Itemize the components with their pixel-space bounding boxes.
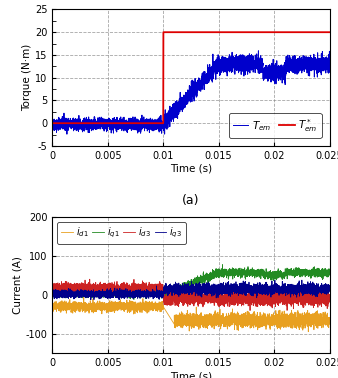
$T_{em}$ [217, 62, 221, 67]
Line: $i_{q3}$: $i_{q3}$ [52, 280, 330, 300]
$i_{q1}$ [220, 262, 224, 267]
$T_{em}$ [279, 64, 283, 68]
$T^*_{em}$ [278, 30, 282, 34]
$T^*_{em}$ [257, 30, 261, 34]
$i_{q3}$ [217, 293, 221, 297]
$T^*_{em}$ [101, 121, 105, 125]
$i_{d3}$ [88, 277, 92, 282]
$T^*_{em}$ [217, 30, 221, 34]
$i_{d3}$ [50, 282, 54, 286]
$T^*_{em}$ [328, 30, 332, 34]
$i_{q1}$ [328, 270, 332, 275]
Y-axis label: Torque (N·m): Torque (N·m) [22, 44, 32, 112]
$i_{q3}$ [101, 293, 105, 297]
Line: $i_{d3}$: $i_{d3}$ [52, 279, 330, 310]
Text: (a): (a) [182, 194, 200, 207]
$i_{d1}$ [82, 295, 86, 300]
$i_{d1}$ [156, 305, 160, 310]
$i_{d1}$ [50, 301, 54, 305]
$i_{q3}$ [300, 278, 304, 282]
$i_{q1}$ [279, 272, 283, 276]
$i_{d1}$ [101, 305, 105, 310]
$T_{em}$ [156, 116, 160, 120]
$T_{em}$ [257, 48, 261, 53]
$i_{q3}$ [156, 293, 160, 297]
$T^*_{em}$ [50, 121, 54, 125]
$T_{em}$ [50, 121, 54, 125]
$i_{d3}$ [101, 285, 105, 290]
Legend: $T_{em}$, $T^*_{em}$: $T_{em}$, $T^*_{em}$ [229, 113, 321, 138]
$i_{d3}$ [248, 308, 252, 313]
$i_{q1}$ [217, 271, 221, 275]
$i_{d1}$ [328, 317, 332, 322]
$i_{q3}$ [278, 285, 282, 290]
$i_{q1}$ [231, 277, 235, 281]
$i_{d1}$ [257, 319, 261, 324]
Line: $T_{em}$: $T_{em}$ [52, 51, 330, 134]
$T_{em}$ [101, 116, 105, 121]
$T^*_{em}$ [156, 121, 160, 125]
$i_{d3}$ [217, 297, 221, 302]
$T^*_{em}$ [161, 30, 165, 34]
$i_{q3}$ [231, 287, 235, 292]
X-axis label: Time (s): Time (s) [170, 164, 212, 174]
$T_{em}$ [257, 70, 261, 74]
$i_{q1}$ [101, 292, 105, 297]
$i_{d1}$ [231, 321, 235, 325]
$i_{q3}$ [257, 287, 261, 291]
$i_{q1}$ [156, 293, 160, 297]
$i_{d1}$ [306, 330, 310, 334]
Y-axis label: Current (A): Current (A) [13, 256, 23, 314]
$i_{d1}$ [278, 321, 282, 325]
Line: $T^*_{em}$: $T^*_{em}$ [52, 32, 330, 123]
$i_{q3}$ [117, 297, 121, 302]
Legend: $i_{d1}$, $i_{q1}$, $i_{d3}$, $i_{q3}$: $i_{d1}$, $i_{q1}$, $i_{d3}$, $i_{q3}$ [57, 222, 186, 244]
$i_{q3}$ [328, 285, 332, 290]
$T_{em}$ [65, 132, 69, 136]
$T_{em}$ [231, 59, 235, 64]
$T^*_{em}$ [231, 30, 235, 34]
X-axis label: Time (s): Time (s) [170, 371, 212, 378]
$i_{q3}$ [50, 292, 54, 296]
Line: $i_{d1}$: $i_{d1}$ [52, 297, 330, 332]
$i_{q1}$ [50, 291, 54, 296]
$i_{d3}$ [328, 294, 332, 298]
$T_{em}$ [328, 65, 332, 70]
$i_{q1}$ [257, 269, 261, 273]
Line: $i_{q1}$: $i_{q1}$ [52, 265, 330, 299]
$i_{d3}$ [257, 296, 261, 300]
$i_{d3}$ [279, 295, 283, 300]
$i_{d3}$ [231, 292, 235, 296]
$i_{q1}$ [132, 297, 136, 302]
$i_{d3}$ [156, 283, 160, 288]
$i_{d1}$ [217, 318, 221, 322]
